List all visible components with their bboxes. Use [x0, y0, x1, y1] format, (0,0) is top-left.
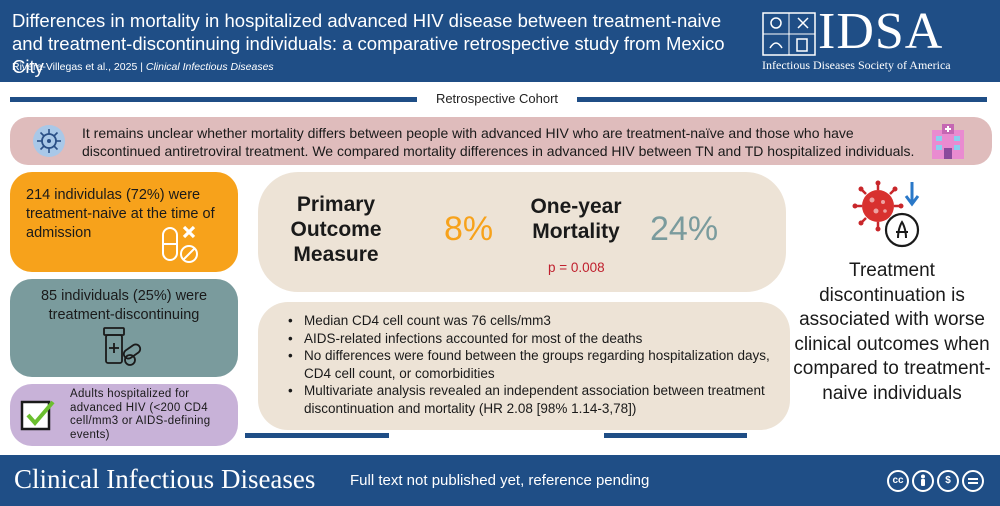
outcome-panel: Primary Outcome Measure 8% One-year Mort… [258, 172, 786, 292]
primary-outcome-label: Primary Outcome Measure [290, 193, 382, 266]
pill-cancel-icon [162, 225, 198, 263]
finding-item: Median CD4 cell count was 76 cells/mm3 [286, 312, 776, 330]
finding-item: Multivariate analysis revealed an indepe… [286, 382, 776, 417]
footer-journal: Clinical Infectious Diseases [14, 464, 316, 494]
findings-panel: Median CD4 cell count was 76 cells/mm3 A… [258, 302, 790, 430]
treatment-discontinuing-text: 85 individuals (25%) were treatment-disc… [40, 288, 208, 323]
tn-mortality-value: 8% [444, 210, 494, 248]
treatment-naive-card: 214 individulas (72%) were treatment-nai… [10, 172, 238, 272]
checkbox-check-icon [20, 400, 55, 431]
citation: Rivera-Villegas et al., 2025 | Clinical … [12, 61, 274, 73]
logo-subtitle: Infectious Diseases Society of America [762, 58, 951, 72]
idsa-emblem-icon [762, 12, 816, 56]
divider-left [245, 433, 389, 438]
virus-patient-icon [852, 180, 920, 248]
hospital-icon [932, 124, 964, 159]
cohort-divider-right [577, 97, 987, 102]
cc-icon: cc [887, 470, 909, 492]
divider-right [604, 433, 747, 438]
logo-wordmark: IDSA [818, 3, 944, 60]
reference-note: Full text not published yet, reference p… [350, 472, 650, 489]
title-line-2: and treatment-discontinuing individuals:… [12, 33, 725, 77]
authors: Rivera-Villegas et al., 2025 [12, 61, 138, 73]
findings-list: Median CD4 cell count was 76 cells/mm3 A… [286, 312, 776, 417]
virus-cell-icon [33, 125, 65, 157]
conclusion-text: Treatment discontinuation is associated … [793, 260, 991, 404]
finding-item: No differences were found between the gr… [286, 347, 776, 382]
inclusion-criteria-text: Adults hospitalized for advanced HIV (<2… [70, 388, 211, 441]
title-line-1: Differences in mortality in hospitalized… [12, 10, 722, 31]
p-value: p = 0.008 [548, 260, 605, 275]
background-banner: It remains unclear whether mortality dif… [10, 117, 992, 165]
cohort-divider-left [10, 97, 417, 102]
page-title: Differences in mortality in hospitalized… [12, 9, 752, 78]
cohort-label: Retrospective Cohort [435, 91, 559, 106]
citation-separator: | [140, 61, 143, 73]
one-year-mortality-label: One-year Mortality [530, 195, 622, 243]
inclusion-criteria-card: Adults hospitalized for advanced HIV (<2… [10, 384, 238, 446]
nd-icon [962, 470, 984, 492]
by-icon [912, 470, 934, 492]
td-mortality-value: 24% [650, 210, 719, 248]
treatment-discontinuing-card: 85 individuals (25%) were treatment-disc… [10, 279, 238, 377]
idsa-logo: IDSA Infectious Diseases Society of Amer… [762, 3, 990, 76]
treatment-naive-text: 214 individulas (72%) were treatment-nai… [26, 187, 215, 241]
finding-item: AIDS-related infections accounted for mo… [286, 330, 776, 348]
citation-journal: Clinical Infectious Diseases [145, 61, 274, 73]
background-text: It remains unclear whether mortality dif… [82, 125, 915, 159]
nc-icon: $ [937, 470, 959, 492]
pill-bottle-icon [103, 327, 142, 366]
footer-bar: Clinical Infectious Diseases Full text n… [0, 455, 1000, 506]
header-bar: Differences in mortality in hospitalized… [0, 0, 1000, 82]
